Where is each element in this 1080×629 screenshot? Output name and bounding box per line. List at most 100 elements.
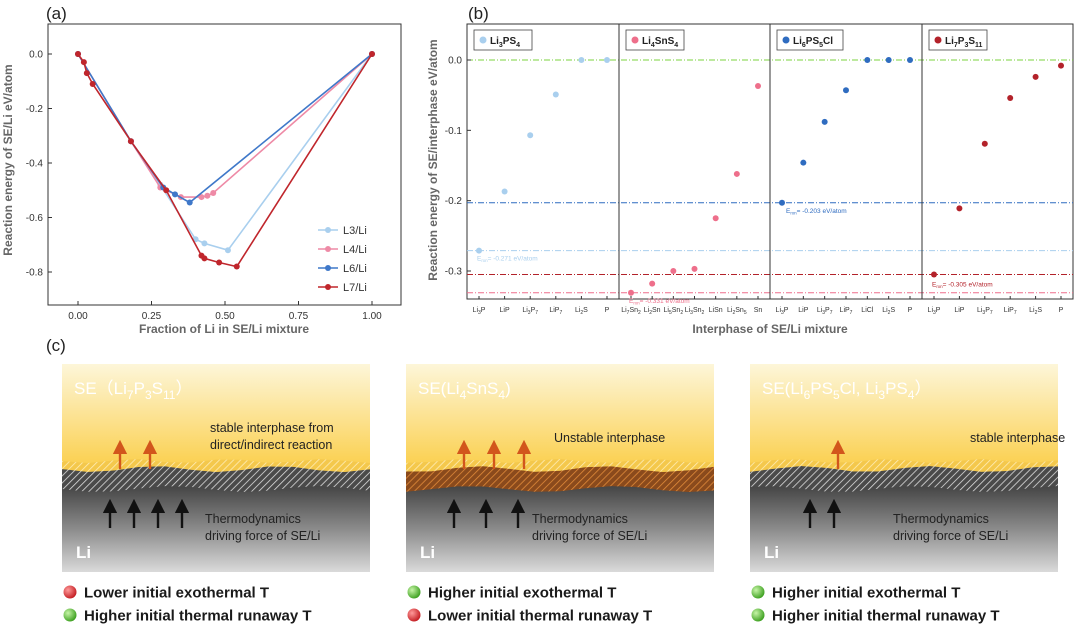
category-label-part: P	[1059, 307, 1064, 314]
schematic-1: SE（Li7P3S11） stable interphase from direct…	[62, 364, 370, 625]
group-legend-label-part: S	[968, 36, 975, 47]
electrolyte-label-part: SnS	[466, 379, 498, 398]
category-label-part: Li	[977, 307, 983, 314]
group-legend-label-part: 6	[802, 42, 806, 49]
interphase-text: stable interphase	[970, 431, 1065, 445]
category-label-part: Li	[575, 307, 581, 314]
group-legend-label-part: Li	[793, 36, 802, 47]
chart-a-ytick-label: 0.0	[29, 50, 43, 61]
category-label-part: 2	[732, 310, 735, 316]
erxn-annotation-part: E	[932, 282, 937, 289]
category-label-part: P	[784, 307, 789, 314]
data-point-Li4SnS4	[670, 268, 677, 274]
driving-force-text: driving force of SE/Li	[532, 529, 647, 543]
category-label: LiP7	[840, 307, 853, 316]
data-point-L6-Li	[172, 191, 179, 198]
data-point-Li6PS5Cl	[843, 87, 849, 94]
schematic-2: SE(Li4SnS4)Unstable interphaseThermodyna…	[406, 364, 714, 625]
data-point-L3-Li	[224, 247, 231, 254]
thermal-summary-text: Higher initial thermal runaway T	[84, 608, 312, 625]
data-point-Li3PS4	[527, 132, 534, 139]
erxn-annotation-part: rxn	[936, 284, 943, 289]
interphase-surface	[406, 459, 714, 472]
erxn-annotation-part: E	[629, 298, 634, 305]
data-point-L6-Li	[186, 199, 193, 206]
chart-a-xtick-label: 0.00	[68, 311, 88, 322]
erxn-annotation-part: E	[786, 208, 791, 215]
category-label: LiP7	[549, 307, 562, 316]
category-label-part: 2	[1035, 310, 1038, 316]
chart-b-xlabel: Interphase of SE/Li mixture	[692, 322, 848, 336]
category-label-part: LiP	[1004, 307, 1014, 314]
erxn-annotation-part: rxn	[481, 258, 488, 263]
chart-a-ytick-label: -0.8	[26, 268, 44, 279]
category-label-part: P	[605, 307, 610, 314]
panel-label-b: (b)	[468, 4, 489, 23]
chart-a-xtick-label: 0.25	[142, 311, 162, 322]
legend-label: L4/Li	[343, 244, 367, 256]
legend-marker	[325, 284, 331, 290]
electrolyte-label-part: SE(Li	[418, 379, 460, 398]
erxn-annotation: Erxn= -0.305 eV/atom	[932, 282, 993, 290]
chart-a-xlabel: Fraction of Li in SE/Li mixture	[139, 322, 309, 336]
lithium-region	[750, 475, 1058, 572]
red-status-dot	[407, 608, 421, 622]
chart-a-ytick-label: -0.6	[26, 213, 44, 224]
thermal-summary-text: Higher initial exothermal T	[428, 585, 616, 602]
category-label-part: 7	[535, 310, 538, 316]
group-legend-label-part: 4	[516, 42, 520, 49]
thermal-summary-text: Lower initial thermal runaway T	[428, 608, 652, 625]
erxn-annotation-part: rxn	[790, 210, 797, 215]
group-legend-label: Li7P3S11	[945, 36, 983, 49]
category-label: P	[605, 307, 610, 314]
category-label-part: Li	[776, 307, 782, 314]
chart-b-ytick-label: 0.0	[448, 56, 462, 67]
green-status-dot	[63, 608, 77, 622]
group-legend-label: Li4SnS4	[642, 36, 678, 49]
category-label-part: 5	[669, 310, 672, 316]
interphase-band	[406, 466, 714, 492]
electrolyte-label-part: 4	[908, 388, 915, 402]
category-label-part: Li	[1029, 307, 1035, 314]
category-label-part: LiP	[549, 307, 559, 314]
data-point-Li6PS5Cl	[864, 57, 871, 63]
data-point-Li3PS4	[501, 188, 508, 195]
electrolyte-label: SE(Li6PS5Cl, Li3PS4）	[762, 379, 931, 402]
group-legend-label: Li6PS5Cl	[793, 36, 833, 49]
group-legend-box	[625, 29, 685, 51]
driving-force-text: Thermodynamics	[205, 512, 301, 526]
group-legend-label-part: 5	[819, 42, 823, 49]
chart-b-ytick-label: -0.3	[445, 267, 463, 278]
electrolyte-label-part: )	[505, 379, 511, 398]
category-label: Li3P7	[522, 307, 538, 316]
electrolyte-label: SE（Li7P3S11）	[74, 379, 192, 402]
chart-a-ytick-label: -0.4	[26, 159, 44, 170]
series-line-L7-Li	[77, 53, 373, 268]
group-legend-label-part: Li	[945, 36, 954, 47]
group-legend-label-part: P	[958, 36, 965, 47]
erxn-annotation: Erxn= -0.271 eV/atom	[477, 256, 538, 264]
green-status-dot	[407, 585, 421, 599]
electrolyte-label-part: PS	[885, 379, 908, 398]
data-point-L7-Li	[127, 138, 134, 145]
legend-marker	[325, 265, 331, 271]
category-label-part: LiP	[798, 307, 808, 314]
data-point-L7-Li	[201, 255, 208, 262]
driving-force-text: Thermodynamics	[893, 512, 989, 526]
data-point-Li4SnS4	[649, 280, 656, 287]
chart-a-ytick-label: -0.2	[26, 104, 44, 115]
category-label: Li5Sn2	[664, 307, 684, 316]
erxn-annotation-part: = -0.331 eV/atom	[640, 298, 690, 305]
erxn-annotation: Erxn= -0.331 eV/atom	[629, 298, 690, 306]
chart-a-ylabel: Reaction energy of SE/Li eV/atom	[1, 64, 15, 255]
electrolyte-label-part: SE(Li	[762, 379, 804, 398]
category-label-part: LiP	[954, 307, 964, 314]
chart-a-xtick-label: 0.75	[289, 311, 309, 322]
electrolyte-label-part: ）	[175, 379, 192, 398]
data-point-Li3PS4	[578, 57, 585, 63]
category-label-part: 3	[528, 310, 531, 316]
interphase-surface	[62, 459, 370, 472]
panel-label-c: (c)	[46, 336, 66, 355]
group-legend-box	[473, 29, 533, 51]
